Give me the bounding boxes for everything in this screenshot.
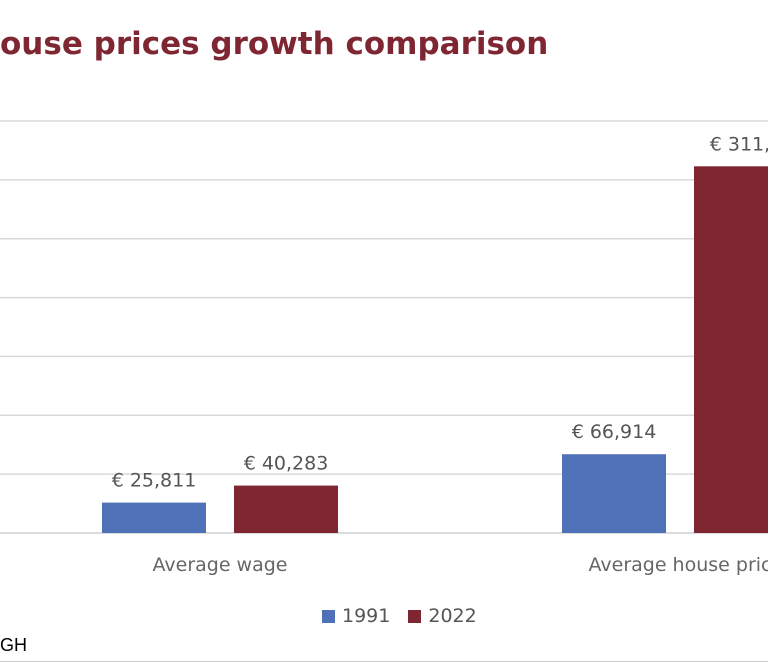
bar-1991-0 bbox=[102, 502, 206, 533]
legend-item-1991: 1991 bbox=[322, 605, 390, 627]
category-labels: Average wage Average house pric bbox=[153, 554, 768, 576]
bar-1991-1 bbox=[562, 454, 666, 533]
chart-title: ouse prices growth comparison bbox=[0, 26, 549, 62]
data-labels: € 25,811 € 40,283 € 66,914 € 311,5 bbox=[112, 133, 768, 491]
bars bbox=[102, 166, 768, 533]
data-label-2022-1: € 311,5 bbox=[710, 133, 768, 155]
legend-swatch-2022 bbox=[408, 609, 422, 623]
bar-2022-0 bbox=[234, 485, 338, 533]
legend-swatch-1991 bbox=[322, 609, 335, 623]
bar-chart: € 25,811 € 40,283 € 66,914 € 311,5 Average … bbox=[0, 120, 768, 576]
legend: 1991 2022 bbox=[322, 605, 495, 627]
data-label-2022-0: € 40,283 bbox=[244, 453, 329, 475]
source-text: GH bbox=[0, 635, 27, 655]
legend-label-1991: 1991 bbox=[342, 605, 391, 627]
legend-label-2022: 2022 bbox=[428, 605, 477, 627]
category-label-1: Average house pric bbox=[589, 554, 768, 576]
data-label-1991-1: € 66,914 bbox=[572, 421, 657, 443]
bar-2022-1 bbox=[694, 166, 768, 533]
data-label-1991-0: € 25,811 bbox=[112, 470, 197, 492]
legend-item-2022: 2022 bbox=[408, 605, 477, 627]
bottom-rule bbox=[0, 661, 768, 662]
category-label-0: Average wage bbox=[153, 554, 288, 576]
